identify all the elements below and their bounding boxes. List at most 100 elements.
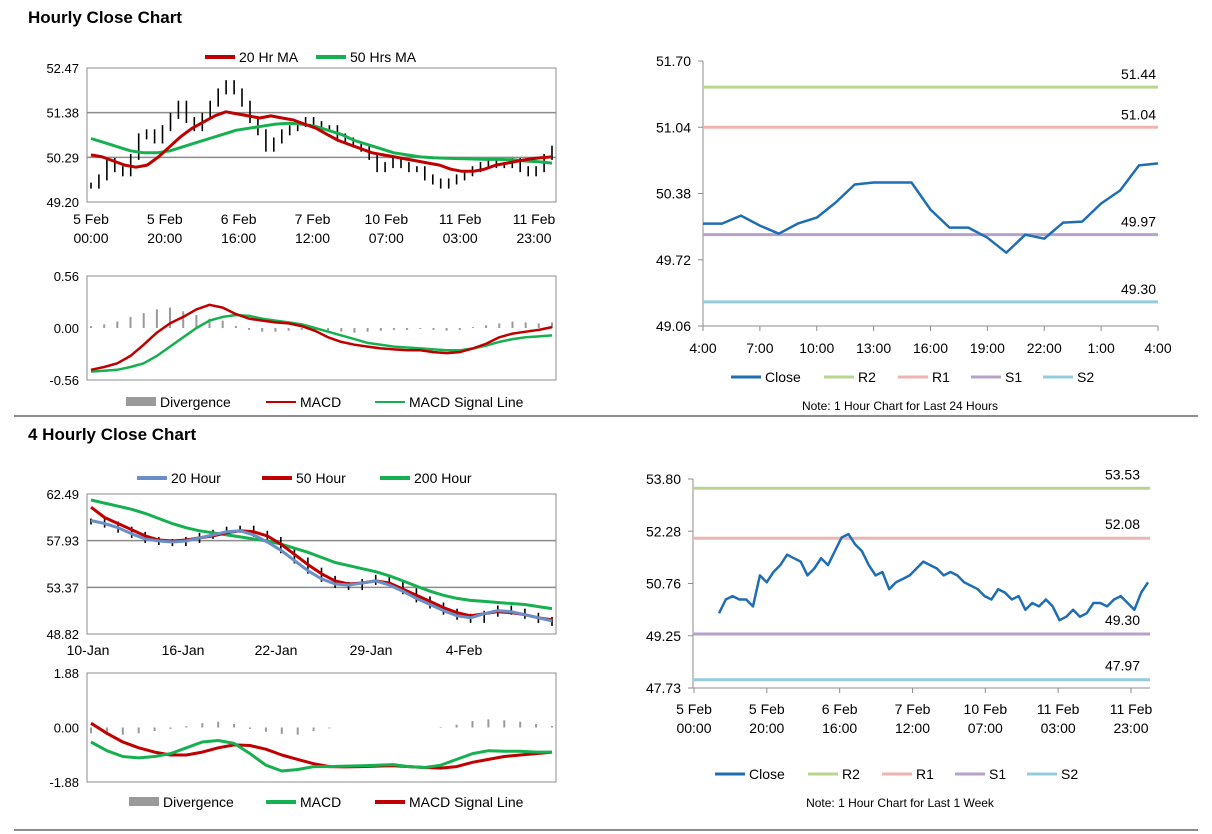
four-hourly-levels-xtick-time: 00:00 — [676, 720, 711, 736]
hourly-price-xtick-date: 11 Feb — [439, 211, 482, 227]
hourly-levels-xtick: 13:00 — [856, 340, 891, 356]
legend-hourly-levels-s1-label: S1 — [1005, 369, 1022, 385]
hourly-section-title: Hourly Close Chart — [28, 8, 182, 27]
four-hourly-levels-xtick-time: 07:00 — [968, 720, 1003, 736]
four-hourly-levels-xtick-time: 20:00 — [749, 720, 784, 736]
hourly-price-xtick-time: 12:00 — [295, 230, 330, 246]
four-hourly-levels-ytick: 52.28 — [646, 523, 681, 539]
four-hourly-price-xtick: 29-Jan — [350, 642, 393, 658]
hourly-price-ytick: 52.47 — [46, 61, 79, 76]
four-hourly-price-ytick: 48.82 — [46, 627, 79, 642]
legend-50hrs-ma-label: 50 Hrs MA — [350, 49, 417, 65]
four-hourly-levels-xtick-time: 16:00 — [822, 720, 857, 736]
hourly-price-xtick-date: 5 Feb — [147, 211, 183, 227]
legend-hourly-macd-label: MACD — [300, 394, 341, 410]
legend-hourly-levels-r2-label: R2 — [858, 369, 876, 385]
hourly-macd-ytick: 0.00 — [54, 321, 79, 336]
hourly-price-xtick-date: 7 Feb — [295, 211, 331, 227]
hourly-levels-ytick: 51.04 — [656, 119, 691, 135]
hourly-price-ytick: 50.29 — [46, 150, 79, 165]
hourly-levels-xtick: 19:00 — [970, 340, 1005, 356]
legend-four-hourly-divergence-label: Divergence — [163, 794, 234, 810]
four-hourly-price-xtick: 22-Jan — [255, 642, 298, 658]
legend-hourly-divergence-label: Divergence — [160, 394, 231, 410]
hourly-levels-ytick: 51.70 — [656, 53, 691, 69]
four-hourly-level-s2-label: 47.97 — [1105, 658, 1140, 674]
four-hourly-levels-xtick-date: 5 Feb — [749, 701, 785, 717]
four-hourly-macd-ytick: 0.00 — [54, 721, 79, 736]
legend-four-hourly-levels-s1-label: S1 — [989, 766, 1006, 782]
four-hourly-level-s1-label: 49.30 — [1105, 612, 1140, 628]
four-hourly-section-title: 4 Hourly Close Chart — [28, 425, 197, 444]
four-hourly-levels-xtick-date: 5 Feb — [676, 701, 712, 717]
hourly-macd-ytick: -0.56 — [49, 373, 79, 388]
hourly-levels-xtick: 4:00 — [1144, 340, 1171, 356]
four-hourly-price-frame — [86, 493, 557, 635]
hourly-macd-ytick: 0.56 — [54, 269, 79, 284]
bottom-divider — [14, 829, 1198, 831]
hourly-levels-note: Note: 1 Hour Chart for Last 24 Hours — [802, 399, 998, 413]
four-hourly-price-ytick: 53.37 — [46, 580, 79, 595]
four-hourly-levels-ytick: 53.80 — [646, 471, 681, 487]
hourly-levels-ytick: 49.72 — [656, 252, 691, 268]
four-hourly-macd-frame — [86, 672, 557, 783]
four-hourly-macd-signal-line — [90, 721, 553, 770]
hourly-price-xtick-date: 5 Feb — [73, 211, 109, 227]
four-hourly-close-line — [717, 532, 1150, 622]
hourly-level-r2-label: 51.44 — [1121, 66, 1156, 82]
four-hourly-levels-xtick-date: 6 Feb — [822, 701, 858, 717]
legend-200-hour-label: 200 Hour — [414, 470, 472, 486]
legend-hourly-divergence-swatch — [126, 397, 156, 406]
legend-hourly-signal-label: MACD Signal Line — [409, 394, 524, 410]
hourly-price-xtick-date: 11 Feb — [513, 211, 556, 227]
four-hourly-price-xtick: 16-Jan — [162, 642, 205, 658]
hourly-level-s2-label: 49.30 — [1121, 281, 1156, 297]
four-hourly-macd-ytick: 1.88 — [54, 666, 79, 681]
legend-four-hourly-macd-label: MACD — [300, 794, 341, 810]
hourly-20hr-ma-line — [90, 110, 553, 173]
hourly-price-ytick: 49.20 — [46, 195, 79, 210]
four-hourly-macd-line — [90, 739, 552, 773]
hourly-price-xtick-time: 16:00 — [221, 230, 256, 246]
four-hourly-price-ytick: 62.49 — [46, 487, 79, 502]
four-hourly-levels-xtick-date: 11 Feb — [1110, 701, 1153, 717]
hourly-price-ytick: 51.38 — [46, 106, 79, 121]
hourly-50hr-ma-line — [90, 121, 553, 165]
hourly-price-xtick-time: 20:00 — [147, 230, 182, 246]
four-hourly-levels-note: Note: 1 Hour Chart for Last 1 Week — [806, 796, 995, 810]
hourly-price-xtick-time: 03:00 — [443, 230, 478, 246]
four-hourly-levels-xtick-time: 12:00 — [895, 720, 930, 736]
hourly-price-xtick-time: 07:00 — [369, 230, 404, 246]
legend-hourly-levels-s2-label: S2 — [1077, 369, 1094, 385]
hourly-price-xtick-time: 23:00 — [516, 230, 551, 246]
hourly-macd-frame — [86, 275, 557, 381]
hourly-price-xtick-time: 00:00 — [73, 230, 108, 246]
four-hourly-levels-xtick-date: 10 Feb — [964, 701, 1008, 717]
four-hourly-200hr-line — [90, 498, 553, 611]
hourly-levels-xtick: 16:00 — [913, 340, 948, 356]
legend-50-hour-label: 50 Hour — [296, 470, 346, 486]
legend-four-hourly-levels-r1-label: R1 — [916, 766, 934, 782]
legend-four-hourly-levels-s2-label: S2 — [1061, 766, 1078, 782]
legend-four-hourly-levels-close-label: Close — [749, 766, 785, 782]
hourly-close-line — [703, 162, 1159, 254]
hourly-level-s1-label: 49.97 — [1121, 214, 1156, 230]
legend-four-hourly-levels-r2-label: R2 — [842, 766, 860, 782]
four-hourly-levels-xtick-time: 03:00 — [1041, 720, 1076, 736]
legend-20hr-ma-label: 20 Hr MA — [239, 49, 299, 65]
legend-hourly-levels-r1-label: R1 — [932, 369, 950, 385]
hourly-levels-xtick: 22:00 — [1027, 340, 1062, 356]
four-hourly-price-xtick: 10-Jan — [67, 642, 110, 658]
hourly-levels-xtick: 10:00 — [799, 340, 834, 356]
four-hourly-levels-xtick-date: 7 Feb — [895, 701, 931, 717]
four-hourly-levels-xtick-time: 23:00 — [1113, 720, 1148, 736]
four-hourly-levels-xtick-date: 11 Feb — [1037, 701, 1080, 717]
four-hourly-levels-ytick: 49.25 — [646, 628, 681, 644]
hourly-level-r1-label: 51.04 — [1121, 106, 1156, 122]
four-hourly-macd-ytick: -1.88 — [49, 775, 79, 790]
legend-hourly-levels-close-label: Close — [765, 369, 801, 385]
hourly-levels-xtick: 4:00 — [689, 340, 716, 356]
four-hourly-20hr-line — [90, 519, 553, 623]
four-hourly-level-r1-label: 52.08 — [1105, 516, 1140, 532]
